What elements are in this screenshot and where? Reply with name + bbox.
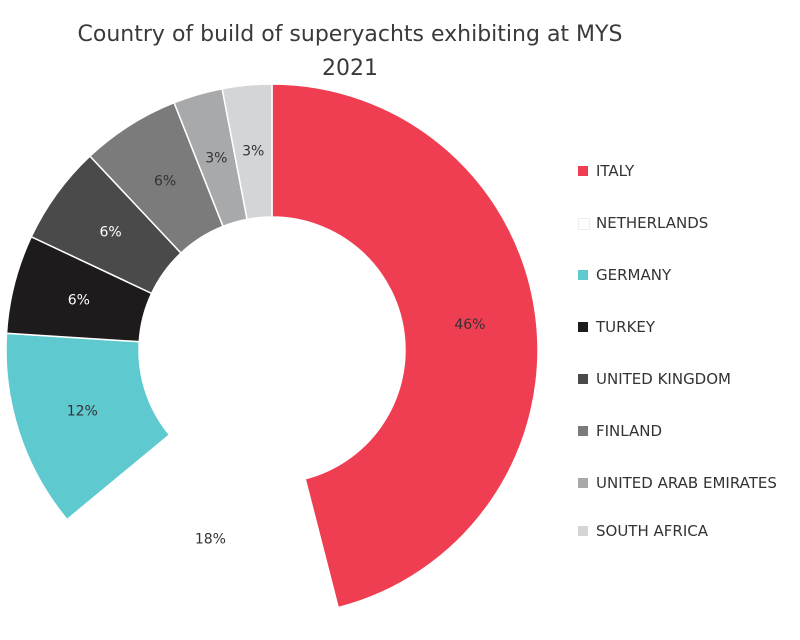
data-label-united-kingdom: 6% (99, 225, 121, 241)
legend-label-turkey: TURKEY (596, 318, 656, 336)
slice-italy (271, 83, 539, 609)
legend-label-italy: ITALY (596, 162, 635, 180)
legend-item-italy: ITALY (578, 158, 793, 210)
legend-swatch-turkey (578, 322, 588, 332)
data-label-south-africa: 3% (242, 143, 264, 159)
legend-item-turkey: TURKEY (578, 314, 793, 366)
legend-swatch-finland (578, 426, 588, 436)
data-label-italy: 46% (454, 317, 485, 333)
legend-swatch-italy (578, 166, 588, 176)
legend-item-united-arab-emirates: UNITED ARAB EMIRATES (578, 470, 793, 518)
legend-item-germany: GERMANY (578, 262, 793, 314)
legend-swatch-germany (578, 270, 588, 280)
legend-label-germany: GERMANY (596, 266, 672, 284)
data-label-netherlands: 18% (195, 532, 226, 548)
legend-label-finland: FINLAND (596, 422, 663, 440)
legend-label-netherlands: NETHERLANDS (596, 214, 709, 232)
data-label-turkey: 6% (68, 292, 90, 308)
data-label-germany: 12% (67, 404, 98, 420)
legend: ITALY NETHERLANDS GERMANY TURKEY UNITED … (578, 158, 793, 570)
legend-label-south-africa: SOUTH AFRICA (596, 522, 708, 540)
data-label-finland: 6% (154, 174, 176, 190)
legend-item-netherlands: NETHERLANDS (578, 210, 793, 262)
legend-swatch-united-arab-emirates (578, 478, 588, 488)
slice-netherlands (65, 433, 340, 617)
slice-south-africa (221, 83, 273, 221)
legend-item-south-africa: SOUTH AFRICA (578, 518, 793, 570)
legend-item-united-kingdom: UNITED KINGDOM (578, 366, 793, 418)
legend-label-united-arab-emirates: UNITED ARAB EMIRATES (596, 474, 777, 492)
legend-swatch-united-kingdom (578, 374, 588, 384)
legend-swatch-netherlands (578, 218, 590, 230)
legend-label-united-kingdom: UNITED KINGDOM (596, 370, 731, 388)
chart-title: Country of build of superyachts exhibiti… (77, 22, 623, 81)
data-label-united-arab-emirates: 3% (205, 150, 227, 166)
legend-item-finland: FINLAND (578, 418, 793, 470)
legend-swatch-south-africa (578, 526, 588, 536)
